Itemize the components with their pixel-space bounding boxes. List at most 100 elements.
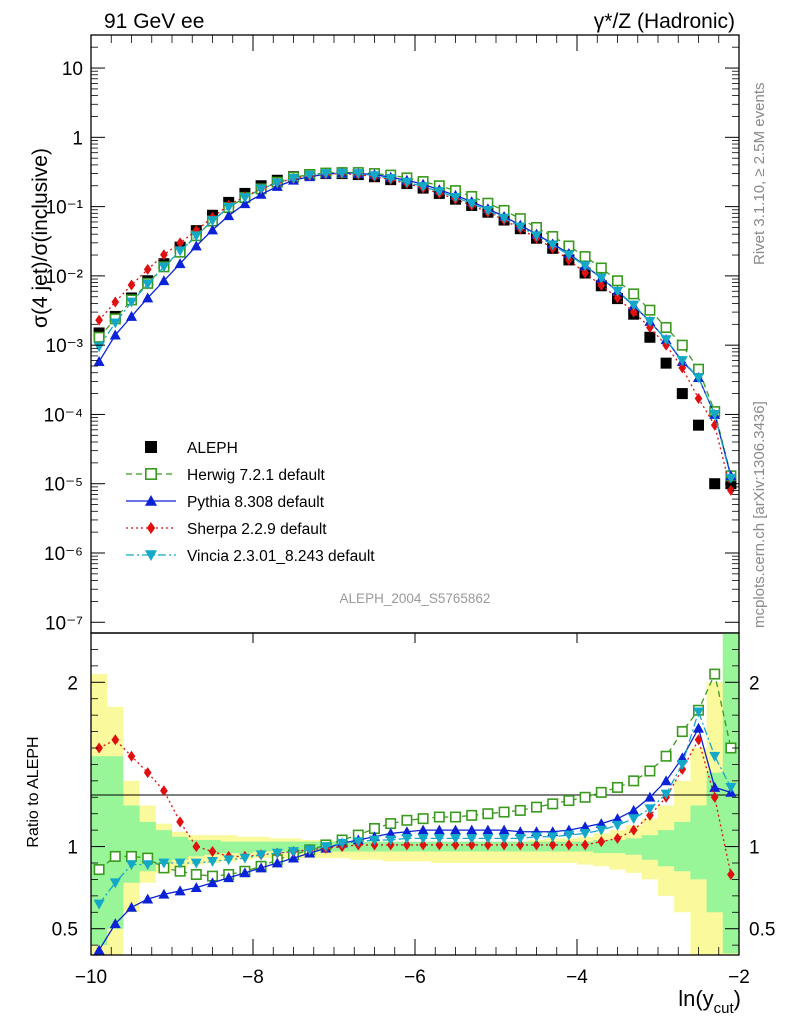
- point-pythia-4: [158, 275, 170, 286]
- main-y-tick-label: 10⁻⁵: [44, 475, 83, 496]
- point-sherpa-3: [143, 263, 152, 275]
- ratio-point-vincia-21: [433, 833, 445, 844]
- ratio-point-herwig-0: [93, 864, 105, 876]
- legend-marker-pythia: [145, 495, 157, 506]
- ratio-point-vincia-35: [660, 789, 672, 800]
- point-vincia-17: [369, 171, 380, 182]
- ratio-point-vincia-29: [563, 830, 575, 841]
- series-herwig: [93, 167, 737, 482]
- ratio-line-sherpa: [98, 738, 732, 875]
- ratio-point-vincia-11: [271, 848, 283, 859]
- ratio-point-sherpa-21: [435, 839, 444, 851]
- series-line-sherpa: [98, 172, 732, 491]
- ratio-point-vincia-34: [644, 804, 656, 815]
- ratio-point-herwig-19: [401, 814, 413, 826]
- legend-label-sherpa: Sherpa 2.2.9 default: [187, 521, 327, 538]
- ratio-point-pythia-4: [158, 888, 170, 899]
- x-axis-label-sub: cut: [714, 1000, 735, 1017]
- point-vincia-16: [352, 169, 364, 180]
- ratio-point-sherpa-19: [403, 839, 411, 851]
- x-tick-label: −8: [242, 967, 264, 988]
- main-y-tick-label: 10⁻²: [46, 267, 84, 288]
- point-vincia-8: [223, 202, 235, 213]
- point-sherpa-39: [727, 484, 735, 496]
- ratio-point-vincia-32: [612, 820, 623, 831]
- x-tick-label: −4: [566, 967, 588, 988]
- ratio-point-sherpa-32: [613, 832, 622, 844]
- legend-item-vincia: Vincia 2.3.01_8.243 default: [126, 548, 375, 565]
- ratio-point-vincia-23: [466, 833, 478, 844]
- point-sherpa-30: [581, 267, 589, 279]
- ratio-point-pythia-26: [514, 826, 526, 837]
- ratio-point-pythia-12: [288, 852, 299, 863]
- ratio-point-herwig-38: [709, 668, 721, 680]
- point-pythia-7: [207, 224, 218, 235]
- point-vincia-26: [514, 222, 526, 233]
- legend-marker-vincia: [145, 550, 157, 561]
- point-vincia-30: [579, 261, 591, 272]
- ratio-point-herwig-23: [466, 809, 478, 821]
- ratio-panel: 0.5 0.5 1 1 2 2 −10 −8 −6 −4 −2 Ratio to ALEPH ln…: [25, 35, 775, 1017]
- ratio-point-herwig-32: [611, 781, 623, 793]
- ratio-point-vincia-14: [320, 842, 332, 853]
- point-pythia-1: [109, 329, 121, 340]
- ratio-point-pythia-19: [401, 826, 413, 837]
- point-herwig-36: [676, 339, 688, 351]
- ratio-point-vincia-9: [239, 853, 251, 864]
- rivet-side-label: Rivet 3.1.10, ≥ 2.5M events: [751, 83, 768, 266]
- ratio-point-vincia-19: [401, 833, 413, 844]
- point-vincia-5: [174, 246, 186, 257]
- x-axis-label-main: ln(y: [678, 986, 713, 1011]
- legend-marker-herwig: [145, 467, 158, 480]
- header-right-label: γ*/Z (Hadronic): [594, 10, 735, 33]
- ratio-point-sherpa-33: [629, 824, 638, 836]
- ratio-point-vincia-4: [158, 858, 170, 869]
- ratio-point-herwig-28: [547, 798, 559, 810]
- ratio-point-vincia-31: [595, 825, 607, 836]
- point-herwig-33: [628, 288, 640, 300]
- point-sherpa-4: [160, 249, 168, 261]
- ratio-point-pythia-2: [126, 901, 137, 912]
- ratio-point-vincia-2: [126, 860, 137, 871]
- ratio-point-sherpa-7: [208, 846, 217, 857]
- ratio-point-herwig-21: [433, 811, 445, 823]
- ratio-point-pythia-24: [482, 824, 494, 835]
- point-aleph-34: [644, 331, 656, 343]
- ratio-point-pythia-37: [693, 722, 704, 733]
- point-vincia-24: [482, 206, 494, 216]
- ratio-point-sherpa-5: [176, 816, 184, 828]
- ratio-y-tick-label: 1: [67, 838, 78, 859]
- series-vincia: [93, 168, 737, 484]
- ratio-point-pythia-23: [466, 824, 478, 835]
- point-vincia-29: [563, 250, 575, 261]
- main-series-layer: [93, 167, 737, 496]
- point-vincia-38: [709, 410, 721, 420]
- point-sherpa-0: [95, 314, 103, 326]
- ratio-point-herwig-34: [644, 765, 656, 777]
- main-y-tick-label: 10⁻⁴: [44, 405, 83, 426]
- point-vincia-23: [466, 199, 478, 209]
- point-vincia-36: [676, 356, 688, 367]
- point-pythia-3: [142, 292, 154, 303]
- x-axis-ticks: −10 −8 −6 −4 −2: [75, 35, 750, 988]
- series-line-pythia: [98, 172, 732, 476]
- analysis-label: ALEPH_2004_S5765862: [340, 591, 491, 606]
- ratio-point-sherpa-26: [516, 839, 525, 851]
- legend-marker-aleph: [145, 441, 157, 453]
- ratio-point-pythia-5: [174, 885, 186, 896]
- point-vincia-14: [320, 169, 332, 180]
- point-sherpa-5: [176, 237, 184, 249]
- point-aleph-38: [709, 478, 721, 490]
- main-y-tick-label: 10⁻⁷: [45, 613, 83, 634]
- point-vincia-12: [288, 174, 299, 184]
- point-vincia-18: [385, 174, 397, 184]
- point-sherpa-36: [678, 362, 687, 374]
- ratio-point-vincia-5: [174, 858, 186, 869]
- ratio-y-ticks: 0.5 0.5 1 1 2 2: [52, 649, 775, 946]
- ratio-point-sherpa-23: [467, 839, 476, 851]
- ratio-point-vincia-33: [628, 814, 640, 825]
- ratio-point-herwig-25: [498, 806, 510, 818]
- ratio-point-vincia-3: [142, 860, 154, 871]
- ratio-frame: [90, 632, 740, 956]
- ratio-point-sherpa-6: [192, 841, 201, 853]
